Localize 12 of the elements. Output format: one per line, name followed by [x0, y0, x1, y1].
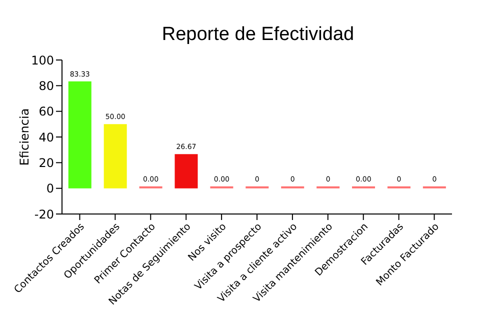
- chart-title: Reporte de Efectividad: [160, 24, 356, 47]
- y-tick-label: 0: [46, 182, 54, 196]
- bar: [68, 81, 92, 188]
- y-tick-label: 80: [38, 78, 54, 93]
- y-axis-title: Eficiencia: [17, 108, 32, 166]
- y-tick-label: -20: [34, 207, 54, 222]
- y-tick-label: 20: [38, 156, 54, 170]
- bar: [174, 154, 198, 188]
- y-tick-label: 40: [38, 130, 54, 144]
- bar: [104, 124, 127, 188]
- y-tick-label: 100: [31, 53, 54, 68]
- y-tick-label: 60: [38, 104, 54, 119]
